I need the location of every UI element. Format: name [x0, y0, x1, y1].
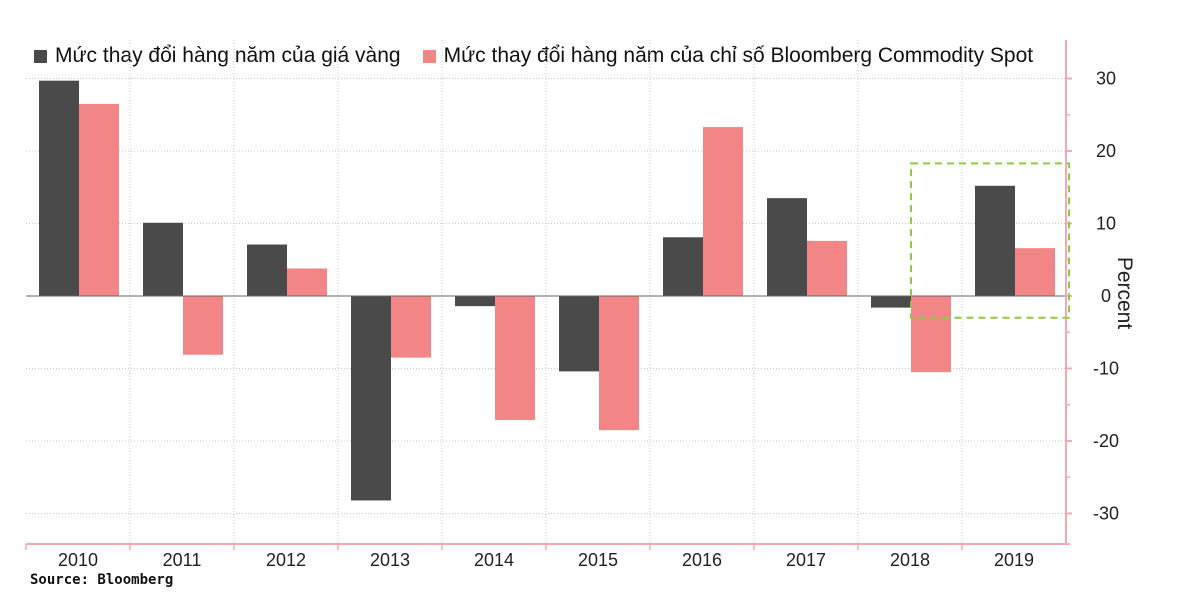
source-label: Source: Bloomberg [30, 572, 174, 588]
bar-commodity-2015 [599, 296, 639, 431]
legend-item-gold: Mức thay đổi hàng năm của giá vàng [34, 44, 401, 68]
y-tick-label: 30 [1096, 69, 1116, 89]
bar-commodity-2019 [1015, 248, 1055, 296]
bar-commodity-2017 [807, 240, 847, 296]
x-tick-label-2012: 2012 [266, 550, 306, 570]
legend-item-commodity: Mức thay đổi hàng năm của chỉ số Bloombe… [422, 44, 1034, 68]
y-tick-label: -20 [1093, 431, 1119, 451]
x-tick-label-2013: 2013 [370, 550, 410, 570]
y-tick-label: 0 [1101, 286, 1111, 306]
bar-gold-2013 [351, 296, 391, 501]
bar-commodity-2016 [703, 127, 743, 296]
bar-gold-2018 [871, 296, 911, 308]
legend-label-gold: Mức thay đổi hàng năm của giá vàng [55, 44, 401, 67]
bar-commodity-2012 [287, 268, 327, 296]
x-tick-label-2010: 2010 [58, 550, 98, 570]
x-tick-label-2016: 2016 [682, 550, 722, 570]
bar-gold-2014 [455, 296, 495, 307]
bar-commodity-2014 [495, 296, 535, 420]
x-tick-label-2019: 2019 [994, 550, 1034, 570]
y-axis-title: Percent [1113, 257, 1136, 330]
x-tick-label-2014: 2014 [474, 550, 514, 570]
x-tick-label-2015: 2015 [578, 550, 618, 570]
legend-swatch-gold [34, 49, 47, 63]
x-tick-label-2011: 2011 [163, 550, 202, 570]
bar-gold-2015 [559, 296, 599, 372]
highlight-box [910, 162, 1070, 319]
y-tick-label: -30 [1093, 504, 1119, 524]
bar-gold-2010 [39, 80, 79, 296]
x-tick-label-2017: 2017 [786, 550, 826, 570]
bar-gold-2012 [247, 244, 287, 296]
bar-commodity-2013 [391, 296, 431, 358]
bar-commodity-2010 [79, 103, 119, 296]
legend: Mức thay đổi hàng năm của giá vàng Mức t… [34, 44, 1055, 68]
bar-commodity-2018 [911, 296, 951, 373]
legend-swatch-commodity [422, 49, 436, 63]
legend-label-commodity: Mức thay đổi hàng năm của chỉ số Bloombe… [443, 44, 1034, 67]
bar-gold-2011 [143, 222, 183, 296]
bar-gold-2016 [663, 237, 703, 296]
bar-commodity-2011 [183, 296, 223, 355]
x-tick-label-2018: 2018 [890, 550, 930, 570]
bar-gold-2017 [767, 198, 807, 296]
y-tick-label: -10 [1093, 359, 1119, 379]
y-tick-label: 20 [1096, 141, 1116, 161]
bar-gold-2019 [975, 185, 1015, 296]
y-tick-label: 10 [1096, 214, 1116, 234]
